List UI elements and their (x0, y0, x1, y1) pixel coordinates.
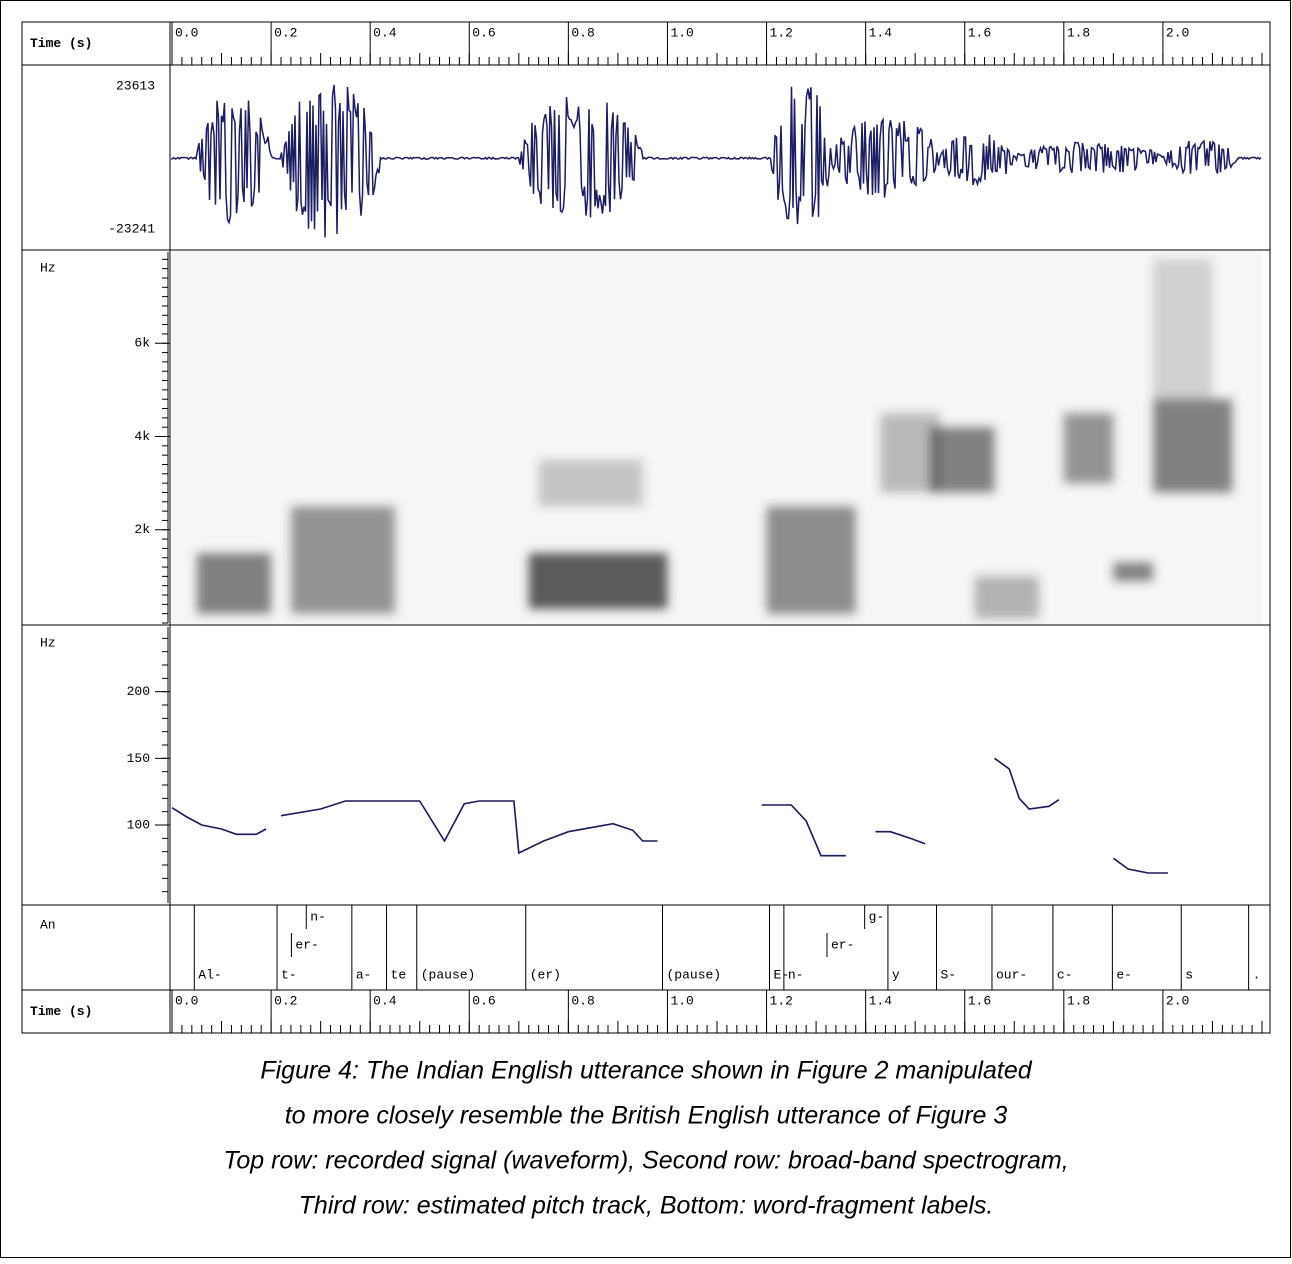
annotation-text: n- (310, 909, 326, 924)
annotation-text: g- (869, 909, 885, 924)
spec-tick-label: 2k (134, 522, 150, 537)
energy (975, 576, 1039, 618)
annotation-text: . (1253, 967, 1261, 982)
pitch-tick-label: 100 (127, 817, 150, 832)
energy (291, 506, 395, 613)
top-time-tick-label: 0.6 (472, 25, 495, 40)
annotation-text: (pause) (667, 967, 722, 982)
caption-line: Third row: estimated pitch track, Bottom… (299, 1192, 994, 1220)
bottom-time-tick-label: 1.8 (1067, 993, 1090, 1008)
annotation-text: our- (996, 967, 1027, 982)
top-time-tick-label: 1.4 (869, 25, 893, 40)
annotation-text: (er) (530, 967, 561, 982)
pitch-tick-label: 200 (127, 684, 150, 699)
bottom-time-tick-label: 0.6 (472, 993, 495, 1008)
wave-max-label: 23613 (116, 78, 155, 93)
annotation-text: y (892, 967, 900, 982)
top-time-tick-label: 1.2 (770, 25, 793, 40)
top-time-tick-label: 1.0 (670, 25, 693, 40)
spec-tick-label: 6k (134, 336, 150, 351)
energy (197, 553, 271, 614)
annotation-text: Al- (198, 967, 221, 982)
top-time-tick-label: 0.2 (274, 25, 297, 40)
annotation-text: c- (1057, 967, 1073, 982)
energy (1064, 413, 1114, 483)
caption-line: to more closely resemble the British Eng… (285, 1102, 1008, 1130)
time-axis-label: Time (s) (30, 36, 92, 51)
spec-ylabel: Hz (40, 260, 56, 275)
energy (1113, 562, 1153, 581)
bottom-time-tick-label: 0.4 (373, 993, 397, 1008)
annotation-text: er- (831, 937, 854, 952)
top-time-tick-label: 2.0 (1166, 25, 1189, 40)
bottom-time-tick-label: 1.6 (968, 993, 991, 1008)
spec-tick-label: 4k (134, 429, 150, 444)
energy (1153, 259, 1212, 399)
energy (529, 553, 668, 609)
annotation-text: s (1185, 967, 1193, 982)
annotation-text: S- (940, 967, 956, 982)
annotation-text: er- (295, 937, 318, 952)
bottom-time-tick-label: 2.0 (1166, 993, 1189, 1008)
caption-line: Figure 4: The Indian English utterance s… (260, 1057, 1032, 1085)
pitch-tick-label: 150 (127, 751, 150, 766)
bottom-time-tick-label: 0.8 (571, 993, 594, 1008)
annotation-label: An (40, 917, 56, 932)
top-time-tick-label: 1.6 (968, 25, 991, 40)
bottom-time-tick-label: 1.4 (869, 993, 893, 1008)
energy (1153, 399, 1232, 492)
energy (539, 460, 643, 507)
top-time-tick-label: 0.4 (373, 25, 397, 40)
top-time-tick-label: 0.8 (571, 25, 594, 40)
annotation-text: E- (774, 967, 790, 982)
top-time-tick-label: 0.0 (175, 25, 198, 40)
figure: Time (s) 0.0 0.2 0.4 0.6 0.8 1.0 1.2 1.4 1.6 1.8 2.… (0, 0, 1292, 1259)
pitch-ylabel: Hz (40, 635, 56, 650)
wave-min-label: -23241 (108, 221, 155, 236)
caption-line: Top row: recorded signal (waveform), Sec… (223, 1147, 1068, 1175)
bottom-time-tick-label: 0.0 (175, 993, 198, 1008)
bottom-time-tick-label: 1.2 (770, 993, 793, 1008)
bottom-time-tick-label: 0.2 (274, 993, 297, 1008)
top-time-tick-label: 1.8 (1067, 25, 1090, 40)
energy (767, 506, 856, 613)
annotation-text: te (391, 967, 407, 982)
annotation-text: t- (281, 967, 297, 982)
annotation-text: e- (1116, 967, 1132, 982)
annotation-text: n- (788, 967, 804, 982)
bottom-time-tick-label: 1.0 (670, 993, 693, 1008)
energy (930, 427, 994, 492)
time-axis-label: Time (s) (30, 1004, 92, 1019)
annotation-text: (pause) (421, 967, 476, 982)
annotation-text: a- (356, 967, 372, 982)
